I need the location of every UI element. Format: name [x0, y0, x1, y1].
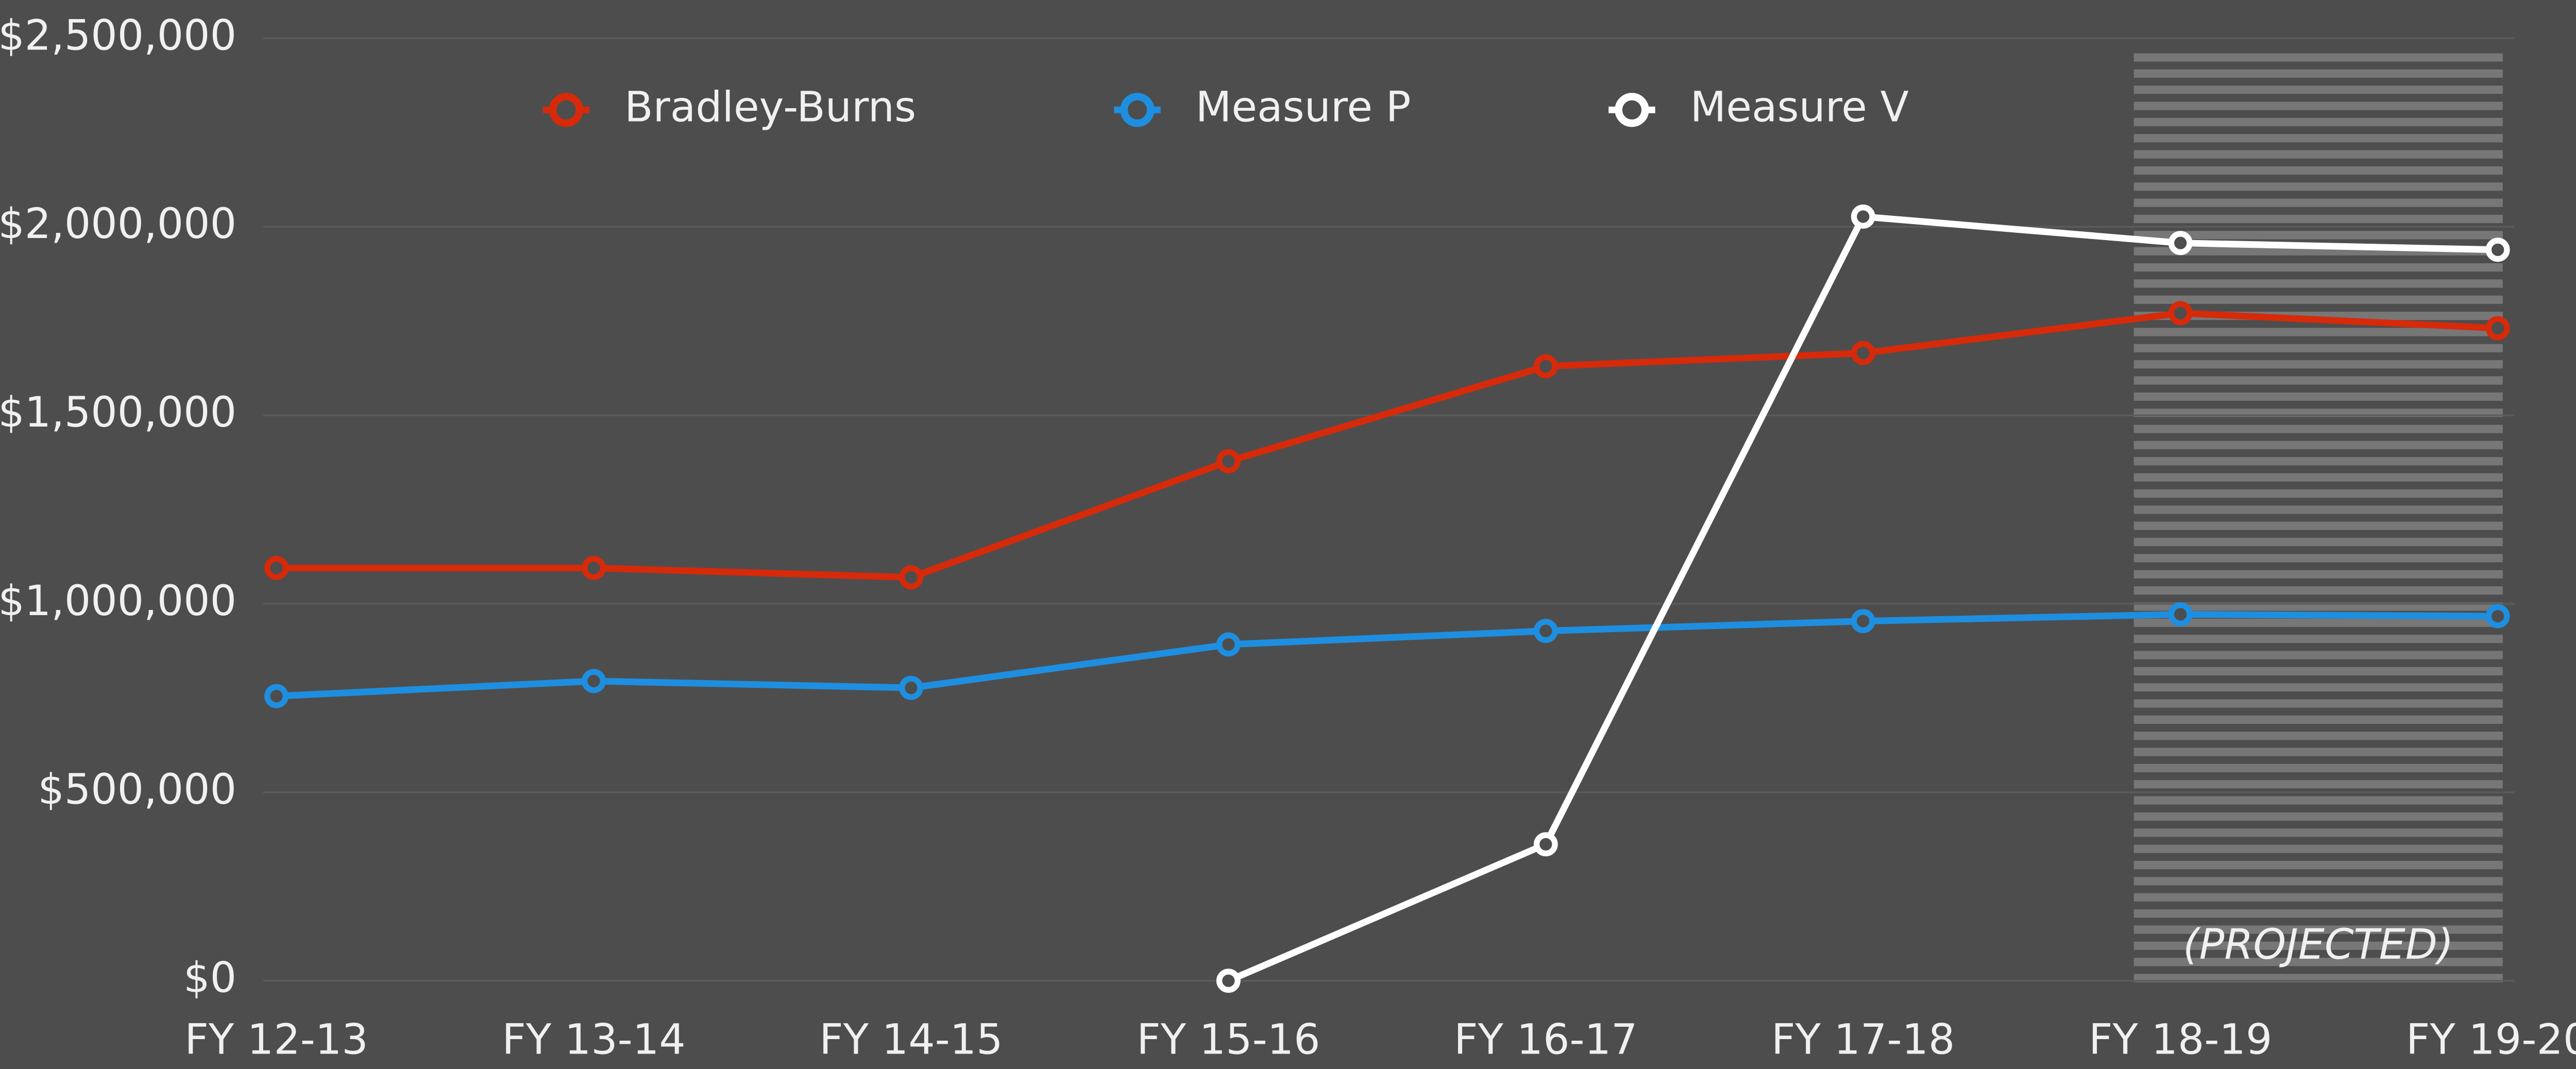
series-line — [276, 610, 2498, 700]
x-tick-label: FY 17-18 — [1771, 1015, 1955, 1064]
projected-stripe — [2133, 440, 2503, 450]
projected-stripe — [2133, 877, 2503, 886]
projected-stripe — [2133, 69, 2503, 78]
projected-stripe — [2133, 958, 2503, 966]
projected-stripe — [2133, 796, 2503, 805]
data-point — [1533, 619, 1558, 643]
projected-stripe — [2133, 570, 2503, 579]
data-point — [1851, 205, 1875, 229]
projected-stripe — [2133, 699, 2503, 708]
projected-stripe — [2133, 344, 2503, 352]
x-tick-label: FY 19-20 — [2406, 1015, 2576, 1064]
projected-stripe — [2133, 651, 2503, 659]
data-point — [2168, 602, 2193, 626]
data-point — [582, 556, 606, 580]
legend-label: Measure V — [1690, 83, 1909, 131]
projected-stripe — [2133, 392, 2503, 401]
x-tick-label: FY 12-13 — [184, 1015, 368, 1064]
projected-stripe — [2133, 166, 2503, 175]
projected-stripe — [2133, 376, 2503, 385]
projected-stripe — [2133, 715, 2503, 724]
projected-stripe — [2133, 231, 2503, 240]
projected-stripe — [2133, 198, 2503, 207]
data-point — [2485, 316, 2510, 341]
projected-stripe — [2133, 489, 2503, 498]
projected-stripe — [2133, 505, 2503, 514]
data-point — [2485, 237, 2510, 262]
projected-stripe — [2133, 860, 2503, 870]
projected-stripe — [2133, 425, 2503, 433]
projected-stripe — [2133, 117, 2503, 126]
legend-label: Measure P — [1196, 83, 1411, 131]
projected-stripe — [2133, 780, 2503, 789]
data-point — [1851, 609, 1875, 634]
projected-stripe — [2133, 812, 2503, 821]
projected-stripe — [2133, 909, 2503, 918]
x-tick-label: FY 14-15 — [819, 1015, 1003, 1064]
projected-stripe — [2133, 667, 2503, 675]
data-point — [264, 684, 289, 708]
projected-stripe — [2133, 86, 2503, 94]
y-tick-label: $2,000,000 — [0, 200, 236, 248]
series-line — [276, 310, 2498, 581]
data-point — [1216, 449, 1241, 473]
x-tick-label: FY 13-14 — [502, 1015, 685, 1064]
projected-stripe — [2133, 473, 2503, 482]
projected-stripe — [2133, 101, 2503, 110]
projected-stripe — [2133, 732, 2503, 740]
projected-stripe — [2133, 635, 2503, 643]
projected-stripe — [2133, 537, 2503, 547]
projected-stripe — [2133, 214, 2503, 224]
projected-stripe — [2133, 457, 2503, 466]
data-point — [899, 565, 923, 590]
projected-stripe — [2133, 618, 2503, 627]
projected-stripe — [2133, 586, 2503, 595]
data-point — [1851, 341, 1875, 365]
projected-stripe — [2133, 893, 2503, 902]
projected-stripe — [2133, 763, 2503, 773]
data-point — [2168, 231, 2193, 256]
projected-stripe — [2133, 941, 2503, 950]
projected-stripe — [2133, 53, 2503, 62]
x-tick-label: FY 16-17 — [1454, 1015, 1637, 1064]
legend-marker — [549, 93, 584, 127]
legend-marker — [1120, 93, 1155, 127]
projected-stripe — [2133, 295, 2503, 304]
y-tick-label: $0 — [183, 954, 236, 1003]
data-point — [2485, 604, 2510, 629]
y-tick-label: $1,500,000 — [0, 388, 236, 437]
projected-stripe — [2133, 828, 2503, 837]
projected-stripe — [2133, 279, 2503, 288]
data-point — [1533, 354, 1558, 379]
y-tick-label: $2,500,000 — [0, 11, 236, 60]
annotation: (PROJECTED) — [2183, 921, 2453, 969]
projected-stripe — [2133, 844, 2503, 853]
projected-stripe — [2133, 150, 2503, 159]
projected-stripe — [2133, 263, 2503, 272]
data-point — [899, 675, 923, 700]
data-point — [1216, 969, 1241, 993]
projected-stripe — [2133, 182, 2503, 191]
projected-stripe — [2133, 925, 2503, 934]
legend-label: Bradley-Burns — [624, 83, 916, 131]
projected-stripe — [2133, 521, 2503, 530]
projected-stripe — [2133, 360, 2503, 369]
projected-stripe — [2133, 748, 2503, 756]
x-tick-label: FY 15-16 — [1137, 1015, 1320, 1064]
data-point — [2168, 301, 2193, 326]
y-tick-label: $500,000 — [38, 766, 236, 814]
legend-marker — [1615, 93, 1649, 127]
projected-stripe — [2133, 328, 2503, 336]
projected-stripe — [2133, 134, 2503, 143]
projected-stripe — [2133, 683, 2503, 692]
x-tick-label: FY 18-19 — [2089, 1015, 2272, 1064]
projected-stripe — [2133, 554, 2503, 563]
data-point — [582, 669, 606, 693]
y-tick-label: $1,000,000 — [0, 577, 236, 625]
data-point — [1533, 832, 1558, 857]
data-point — [264, 556, 289, 580]
data-point — [1216, 632, 1241, 657]
